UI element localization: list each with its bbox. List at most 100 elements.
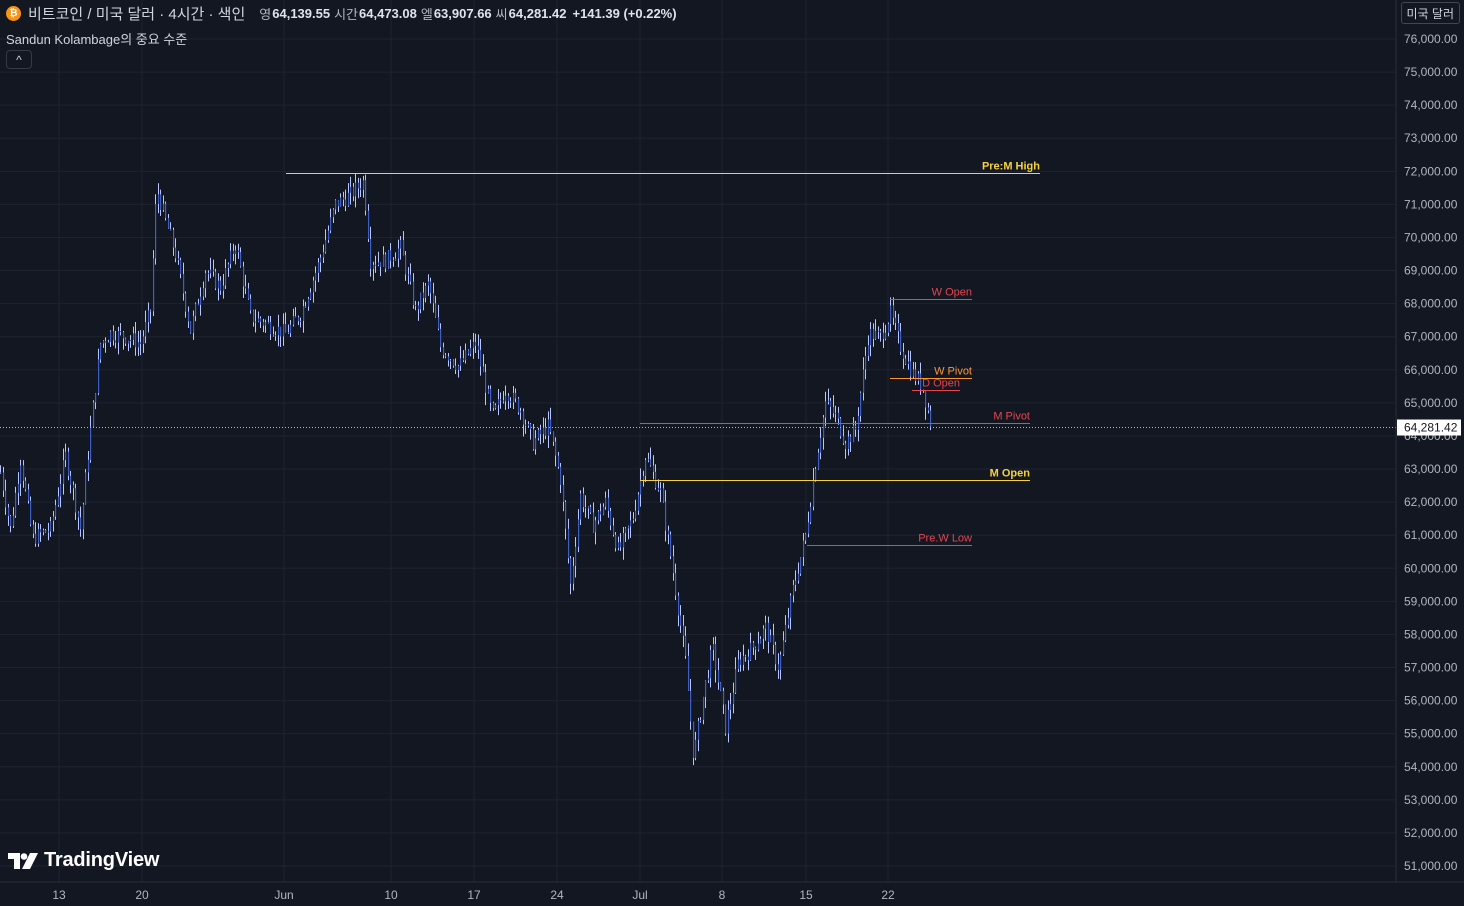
- candle-body: [603, 506, 605, 515]
- candle-body: [545, 427, 547, 436]
- candle-body: [313, 280, 315, 293]
- candle-body: [293, 316, 295, 325]
- candle-body: [403, 239, 405, 256]
- candle-body: [233, 250, 235, 254]
- candle-body: [465, 350, 467, 361]
- open-value: 64,139.55: [272, 5, 331, 21]
- candle-body: [185, 293, 187, 312]
- candle-body: [238, 250, 240, 253]
- level-label: W Open: [932, 287, 972, 299]
- price-tick-label: 52,000.00: [1404, 826, 1458, 840]
- candle-body: [373, 264, 375, 269]
- candle-body: [483, 366, 485, 373]
- candle-body: [93, 402, 95, 427]
- candle-body: [283, 323, 285, 337]
- candle-body: [260, 318, 262, 322]
- candle-body: [853, 425, 855, 443]
- candle-body: [60, 483, 62, 497]
- tradingview-logo[interactable]: TradingView: [8, 849, 159, 872]
- candle-body: [595, 520, 597, 533]
- candle-body: [300, 320, 302, 322]
- candle-body: [508, 395, 510, 402]
- candle-body: [698, 720, 700, 740]
- candle-body: [118, 331, 120, 343]
- time-axis[interactable]: [0, 882, 1464, 906]
- candle-body: [220, 280, 222, 291]
- candle-body: [620, 542, 622, 548]
- candle-body: [885, 332, 887, 339]
- candle-body: [333, 209, 335, 218]
- candle-body: [38, 529, 40, 544]
- candle-body: [765, 622, 767, 629]
- candle-body: [335, 200, 337, 210]
- candle-body: [310, 292, 312, 299]
- candle-body: [548, 419, 550, 436]
- candle-body: [28, 489, 30, 501]
- candle-body: [650, 459, 652, 466]
- candle-body: [540, 429, 542, 435]
- candle-body: [315, 272, 317, 281]
- tradingview-logo-text: TradingView: [44, 849, 160, 871]
- candle-body: [98, 359, 100, 394]
- candle-body: [205, 273, 207, 289]
- candle-body: [55, 505, 57, 517]
- candle-body: [123, 332, 125, 339]
- candle-body: [905, 358, 907, 365]
- candle-body: [605, 497, 607, 507]
- candle-body: [828, 400, 830, 402]
- candle-body: [718, 670, 720, 683]
- candle-body: [813, 480, 815, 507]
- candle-body: [50, 521, 52, 532]
- candle-body: [363, 180, 365, 190]
- last-price-badge: [1397, 419, 1461, 436]
- candle-body: [558, 455, 560, 467]
- candle-body: [610, 510, 612, 526]
- candle-body: [230, 250, 232, 265]
- candle-body: [378, 262, 380, 265]
- candle-body: [80, 517, 82, 530]
- candle-body: [560, 466, 562, 485]
- candle-body: [510, 401, 512, 403]
- time-tick-label: 8: [719, 888, 726, 902]
- price-axis[interactable]: [1396, 0, 1464, 882]
- candle-body: [13, 515, 15, 526]
- price-tick-label: 58,000.00: [1404, 627, 1458, 641]
- candle-body: [393, 260, 395, 262]
- candle-body: [200, 296, 202, 305]
- candle-body: [498, 399, 500, 406]
- candle-body: [755, 647, 757, 650]
- candle-body: [303, 306, 305, 321]
- candle-body: [683, 625, 685, 636]
- candle-body: [590, 506, 592, 513]
- currency-button[interactable]: 미국 달러: [1400, 2, 1460, 24]
- candle-body: [513, 392, 515, 403]
- candle-body: [83, 504, 85, 530]
- close-value: 64,281.42: [508, 5, 567, 21]
- candle-body: [580, 493, 582, 520]
- candle-body: [720, 682, 722, 691]
- candle-body: [618, 542, 620, 549]
- candle-body: [43, 530, 45, 533]
- indicator-title[interactable]: Sandun Kolambage의 중요 수준: [6, 32, 188, 47]
- candle-body: [670, 534, 672, 557]
- candle-body: [75, 488, 77, 513]
- candle-body: [743, 655, 745, 665]
- chevron-up-icon[interactable]: ^: [6, 50, 32, 69]
- candle-body: [48, 531, 50, 533]
- candle-body: [370, 239, 372, 269]
- candle-body: [925, 390, 927, 408]
- candle-body: [165, 203, 167, 219]
- candle-body: [790, 595, 792, 618]
- candle-body: [708, 678, 710, 681]
- candle-body: [350, 186, 352, 193]
- candle-body: [120, 331, 122, 333]
- candle-body: [125, 338, 127, 344]
- candle-body: [430, 281, 432, 294]
- bitcoin-icon: ₿: [6, 5, 21, 21]
- candle-body: [258, 318, 260, 322]
- candle-body: [533, 429, 535, 450]
- symbol-title[interactable]: 비트코인 / 미국 달러 · 4시간 · 색인: [28, 5, 246, 23]
- candle-body: [843, 436, 845, 444]
- candle-body: [748, 656, 750, 661]
